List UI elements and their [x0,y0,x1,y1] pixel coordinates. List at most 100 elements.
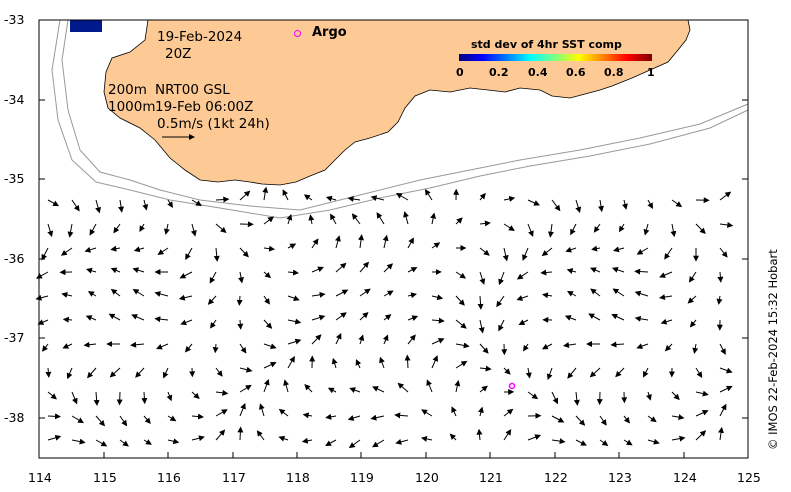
current-vector [286,214,293,225]
current-vector [37,319,49,325]
current-vector [615,367,625,378]
axis-ticks [38,19,749,458]
current-vector [83,341,97,348]
current-vector [60,247,73,256]
current-vector [263,216,275,225]
current-vector [71,391,78,405]
current-vector [287,269,299,276]
current-vector [133,246,145,253]
current-vector [523,343,529,352]
current-vector [95,415,106,427]
current-vector [154,316,169,323]
current-vector [455,360,468,369]
current-vector [347,196,361,202]
current-vector [359,288,371,297]
current-vector [71,438,86,445]
current-vector [61,291,73,298]
x-tick-label: 114 [28,470,52,485]
current-vector [692,343,699,354]
current-vector [516,295,529,301]
current-vector [593,223,601,233]
x-tick-label: 123 [608,470,632,485]
current-vector [287,356,295,369]
current-vector [154,291,169,297]
current-vector [522,247,529,261]
current-vector [636,247,649,255]
current-vector [695,430,707,441]
current-vector [41,247,49,261]
current-vector [287,318,302,325]
current-vector [424,189,433,201]
colorbar-tick: 1 [647,66,655,79]
current-vector [598,199,604,213]
current-vector [421,409,433,417]
current-vector [47,434,62,441]
credit-text: © IMOS 22-Feb-2024 15:32 Hobart [766,249,780,450]
current-vector [612,288,625,297]
current-vector [325,195,337,202]
isobath-200m [61,19,749,211]
argo-legend-marker [294,30,301,37]
current-vector [311,291,326,298]
current-vector [287,338,302,345]
current-vector [394,412,409,419]
current-vector [695,367,703,378]
current-vector [407,237,414,249]
x-tick-label: 117 [222,470,246,485]
current-vector [215,223,227,234]
current-vector [660,318,673,325]
current-vector [687,295,697,304]
current-vector [67,223,74,238]
current-vector [564,315,577,321]
current-vector [287,243,297,250]
current-vector [191,391,200,399]
current-vector [282,189,289,201]
x-tick-label: 120 [415,470,439,485]
current-vector [47,391,57,400]
current-vector [383,314,392,321]
current-vector [239,384,252,393]
current-vector [431,338,445,345]
colorbar-title: std dev of 4hr SST comp [471,38,622,51]
colorbar-tick: 0.8 [604,66,624,79]
current-vector [191,199,202,207]
current-vector [215,409,228,417]
current-vector [311,238,319,249]
current-vector [431,294,444,301]
current-vector [421,435,433,442]
current-vector [62,316,73,323]
current-vector [566,268,577,274]
current-vector [372,386,385,393]
current-vector [278,408,289,417]
current-vector [178,294,193,301]
current-vector [634,268,649,275]
current-vector [359,261,370,273]
current-vector [110,288,121,297]
current-vector [496,295,505,308]
current-vector [263,245,275,252]
current-vector [263,271,272,279]
current-vector [503,367,511,375]
current-vector [588,313,601,321]
current-vector [719,367,733,374]
current-vector [643,223,650,236]
depth-label-1000m: 1000m [108,99,156,115]
current-vector [695,223,706,235]
current-vector [671,414,685,421]
current-vector [477,295,484,310]
current-vector [351,213,361,225]
current-vector [141,391,148,405]
current-vector [610,341,625,348]
current-vector [643,367,649,378]
current-vector [478,319,485,334]
x-tick-label: 115 [93,470,117,485]
current-vector [349,387,361,393]
current-vector [185,247,193,260]
y-tick-label: -35 [4,171,25,186]
current-vector [689,319,697,328]
sst-patch [70,20,102,32]
current-vector [303,194,313,201]
current-vector [215,389,229,396]
current-vector [348,439,361,449]
